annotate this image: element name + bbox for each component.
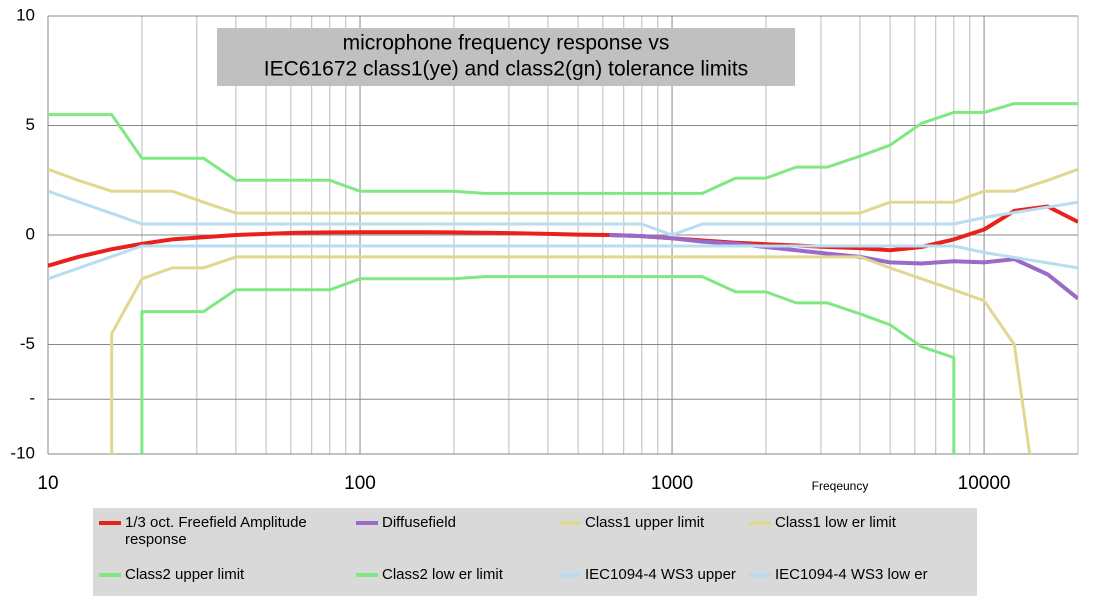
legend-label: Class1 upper limit [585,514,705,531]
legend-item: Class2 low er limit [356,566,559,596]
legend: 1/3 oct. Freefield Amplitude response Dif… [93,508,977,596]
legend-swatch [356,572,378,577]
y-tick-label: - [29,389,35,408]
legend-swatch [559,572,581,577]
chart: microphone frequency response vs IEC6167… [10,5,1079,494]
legend-item: IEC1094-4 WS3 upper [559,566,749,596]
legend-label: Diffusefield [382,514,456,531]
x-axis-label: Freqeuncy [812,479,869,493]
chart-title: microphone frequency response vs [343,32,670,55]
series-line [48,244,1078,281]
legend-label: IEC1094-4 WS3 upper [585,565,736,583]
legend-item: Class1 upper limit [559,514,749,562]
series-line [48,189,1078,237]
series-line [48,204,1078,268]
legend-label: IEC1094-4 WS3 low er [775,565,928,583]
x-tick-label: 10 [37,473,58,494]
title-box [217,28,795,86]
y-tick-label: -10 [10,443,35,462]
x-tick-label: 100 [344,473,376,494]
series-line [110,255,1032,454]
legend-swatch [99,521,121,525]
legend-label: 1/3 oct. Freefield Amplitude response [125,514,307,548]
legend-swatch [99,572,121,577]
legend-swatch [356,521,378,525]
series-line [140,275,956,454]
chart-subtitle: IEC61672 class1(ye) and class2(gn) toler… [264,58,748,81]
y-tick-label: 10 [16,5,35,24]
legend-item: IEC1094-4 WS3 low er [749,566,983,596]
legend-item: Diffusefield [356,514,559,562]
legend-swatch [749,572,771,577]
series-line [48,167,1078,215]
y-tick-label: -5 [20,334,35,353]
y-tick-label: 0 [26,224,35,243]
legend-item: Class2 upper limit [99,566,356,596]
series-line [48,102,1078,195]
y-tick-label: 5 [26,115,35,134]
legend-item: Class1 low er limit [749,514,983,562]
x-tick-label: 10000 [958,473,1011,494]
legend-label: Class1 low er limit [775,514,896,531]
legend-label: Class2 low er limit [382,565,503,583]
series-line [609,233,1078,301]
legend-swatch [559,521,581,525]
legend-swatch [749,521,771,525]
legend-item: 1/3 oct. Freefield Amplitude response [99,514,356,562]
x-tick-label: 1000 [651,473,693,494]
legend-label: Class2 upper limit [125,565,245,583]
